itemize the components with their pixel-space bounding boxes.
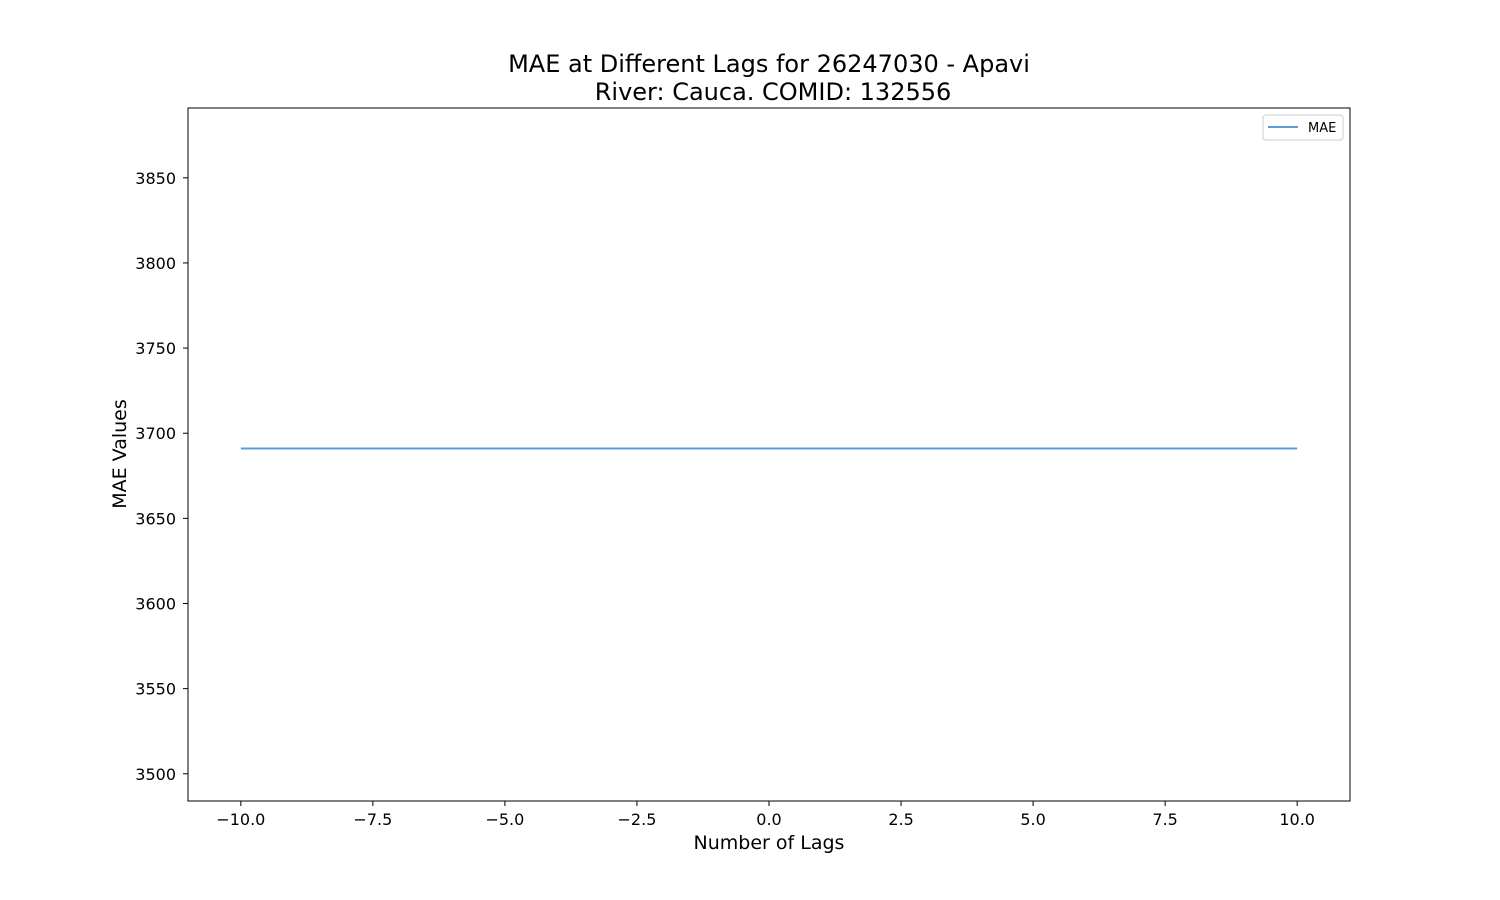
y-tick-label: 3650 [135, 509, 176, 528]
legend: MAE [1262, 114, 1344, 141]
y-tick-label: 3800 [135, 254, 176, 273]
x-tick-label: −5.0 [485, 810, 524, 829]
plot-frame [187, 107, 1351, 802]
plot-area [187, 107, 1351, 802]
x-tick-label: 2.5 [888, 810, 913, 829]
x-tick-label: 5.0 [1020, 810, 1045, 829]
x-tick-label: −2.5 [618, 810, 657, 829]
y-axis: 3500 3550 3600 3650 3700 3750 3800 3850 [135, 169, 188, 784]
x-tick-label: 0.0 [756, 810, 781, 829]
x-tick-label: 7.5 [1152, 810, 1177, 829]
x-tick-label: −10.0 [216, 810, 265, 829]
y-tick-label: 3750 [135, 339, 176, 358]
y-tick-label: 3600 [135, 594, 176, 613]
legend-box [1262, 114, 1344, 141]
x-axis: −10.0 −7.5 −5.0 −2.5 0.0 2.5 5.0 7.5 10.0 [216, 801, 1315, 829]
y-tick-label: 3850 [135, 169, 176, 188]
y-tick-label: 3700 [135, 424, 176, 443]
y-axis-label: MAE Values [109, 399, 131, 509]
legend-label-mae: MAE [1308, 121, 1336, 136]
x-tick-label: 10.0 [1279, 810, 1315, 829]
x-axis-label: Number of Lags [694, 832, 845, 854]
x-tick-label: −7.5 [353, 810, 392, 829]
chart-title-line-2: River: Cauca. COMID: 132556 [595, 78, 952, 106]
y-tick-label: 3550 [135, 680, 176, 699]
y-tick-label: 3500 [135, 765, 176, 784]
chart-title-line-1: MAE at Different Lags for 26247030 - Apa… [508, 50, 1030, 78]
